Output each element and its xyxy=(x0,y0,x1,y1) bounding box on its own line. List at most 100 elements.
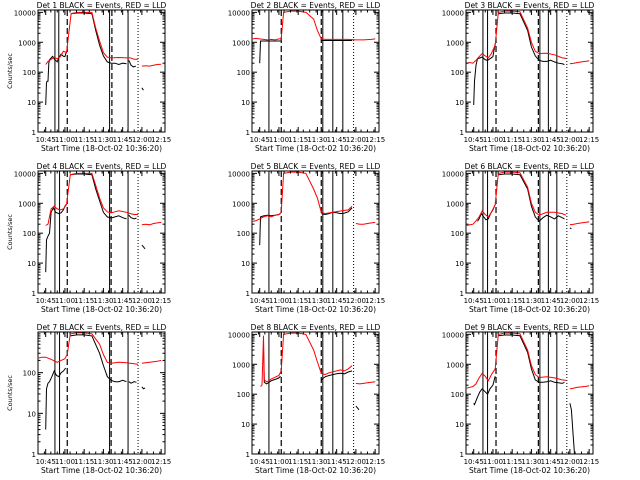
x-tick-label: 12:00 xyxy=(346,136,366,144)
panel-title: Det 8 BLACK = Events, RED = LLD xyxy=(251,323,381,332)
y-tick-label: 10000 xyxy=(14,170,36,178)
lld-series-line xyxy=(355,381,376,385)
events-series-line xyxy=(128,381,137,384)
x-tick-label: 10:45 xyxy=(250,136,270,144)
x-tick-label: 11:00 xyxy=(483,297,503,305)
y-axis-label: Counts/sec xyxy=(6,214,14,250)
x-tick-label: 12:00 xyxy=(132,458,152,466)
y-tick-label: 10 xyxy=(455,421,464,429)
y-tick-label: 1000 xyxy=(18,200,36,208)
lld-series-line xyxy=(569,60,590,65)
lld-series-line xyxy=(141,221,162,226)
x-tick-label: 11:45 xyxy=(541,297,561,305)
y-tick-label: 10000 xyxy=(228,170,250,178)
axes-frame xyxy=(37,331,166,455)
lld-series-line xyxy=(252,10,376,41)
x-tick-label: 11:00 xyxy=(55,297,75,305)
detector-panel-1: 1 10 100 1000 10000 10:45 11:00 11:15 11:30 11:45… xyxy=(6,1,171,153)
x-axis-label: Start Time (18-Oct-02 10:36:20) xyxy=(41,305,162,314)
x-tick-label: 11:30 xyxy=(521,297,541,305)
y-tick-label: 10 xyxy=(455,99,464,107)
lld-series-line xyxy=(466,10,567,64)
panel-title: Det 3 BLACK = Events, RED = LLD xyxy=(465,1,595,10)
x-tick-label: 11:30 xyxy=(307,458,327,466)
x-tick-label: 12:00 xyxy=(560,297,580,305)
plot-area xyxy=(45,10,162,132)
y-tick-label: 1000 xyxy=(232,361,250,369)
plot-area xyxy=(252,171,376,293)
x-tick-label: 11:30 xyxy=(93,297,113,305)
events-series-line xyxy=(321,207,353,216)
x-tick-label: 11:15 xyxy=(74,458,94,466)
events-series-line xyxy=(141,386,146,390)
x-tick-label: 12:15 xyxy=(579,136,599,144)
y-tick-label: 1000 xyxy=(446,200,464,208)
events-series-line xyxy=(569,403,575,454)
y-tick-label: 1 xyxy=(246,451,250,459)
events-series-line xyxy=(128,214,137,220)
x-tick-label: 11:45 xyxy=(113,136,133,144)
y-tick-label: 10000 xyxy=(14,9,36,17)
x-tick-label: 12:15 xyxy=(365,297,385,305)
x-tick-label: 11:30 xyxy=(307,297,327,305)
events-series-line xyxy=(498,12,565,65)
y-tick-label: 100 xyxy=(451,230,464,238)
lld-series-line xyxy=(252,171,353,222)
x-axis-label: Start Time (18-Oct-02 10:36:20) xyxy=(41,466,162,475)
y-tick-label: 100 xyxy=(237,230,250,238)
x-tick-label: 11:00 xyxy=(269,136,289,144)
plot-area xyxy=(466,10,590,132)
y-tick-label: 1 xyxy=(460,290,464,298)
events-series-line xyxy=(128,60,136,68)
x-tick-label: 10:45 xyxy=(250,297,270,305)
lld-series-line xyxy=(141,63,162,67)
panel-title: Det 7 BLACK = Events, RED = LLD xyxy=(37,323,167,332)
y-tick-label: 1000 xyxy=(446,361,464,369)
events-series-line xyxy=(473,376,496,406)
y-tick-label: 10000 xyxy=(228,331,250,339)
y-tick-label: 10000 xyxy=(442,9,464,17)
plot-area xyxy=(252,10,376,132)
x-axis-label: Start Time (18-Oct-02 10:36:20) xyxy=(255,305,376,314)
detector-panel-6: 1 10 100 1000 10000 10:45 11:00 11:15 11:30 11:45… xyxy=(442,162,600,314)
x-tick-label: 11:15 xyxy=(288,136,308,144)
events-series-line xyxy=(141,244,146,250)
y-tick-label: 1 xyxy=(32,129,36,137)
x-tick-label: 11:15 xyxy=(288,458,308,466)
y-tick-label: 1 xyxy=(246,290,250,298)
detector-panel-2: 1 10 100 1000 10000 10:45 11:00 11:15 11:30 11:45… xyxy=(228,1,386,153)
panel-title: Det 9 BLACK = Events, RED = LLD xyxy=(465,323,595,332)
x-tick-label: 10:45 xyxy=(464,458,484,466)
x-tick-label: 11:45 xyxy=(327,136,347,144)
detector-panel-4: 1 10 100 1000 10000 10:45 11:00 11:15 11:30 11:45… xyxy=(6,162,171,314)
x-tick-label: 11:45 xyxy=(327,297,347,305)
events-series-line xyxy=(70,334,127,383)
x-tick-label: 12:15 xyxy=(151,458,171,466)
x-tick-label: 12:00 xyxy=(132,136,152,144)
x-tick-label: 11:00 xyxy=(483,136,503,144)
y-tick-label: 1 xyxy=(32,290,36,298)
detector-panel-5: 1 10 100 1000 10000 10:45 11:00 11:15 11:30 11:45… xyxy=(228,162,386,314)
events-series-line xyxy=(473,43,496,106)
lld-series-line xyxy=(569,385,590,390)
events-series-line xyxy=(263,349,281,385)
axes-frame xyxy=(465,9,594,133)
lld-series-line xyxy=(569,221,590,226)
y-tick-label: 10000 xyxy=(228,9,250,17)
x-tick-label: 12:00 xyxy=(346,458,366,466)
x-tick-label: 11:15 xyxy=(74,297,94,305)
x-tick-label: 11:00 xyxy=(55,458,75,466)
x-tick-label: 12:00 xyxy=(560,136,580,144)
x-tick-label: 12:15 xyxy=(579,297,599,305)
events-series-line xyxy=(498,173,565,223)
events-series-line xyxy=(498,334,565,384)
lld-series-line xyxy=(45,172,139,226)
panel-title: Det 1 BLACK = Events, RED = LLD xyxy=(37,1,167,10)
lld-series-line xyxy=(45,11,139,65)
x-axis-label: Start Time (18-Oct-02 10:36:20) xyxy=(469,305,590,314)
y-tick-label: 100 xyxy=(237,391,250,399)
y-tick-label: 10 xyxy=(241,421,250,429)
x-axis-label: Start Time (18-Oct-02 10:36:20) xyxy=(469,144,590,153)
axes-frame xyxy=(465,331,594,455)
events-series-line xyxy=(45,367,67,430)
